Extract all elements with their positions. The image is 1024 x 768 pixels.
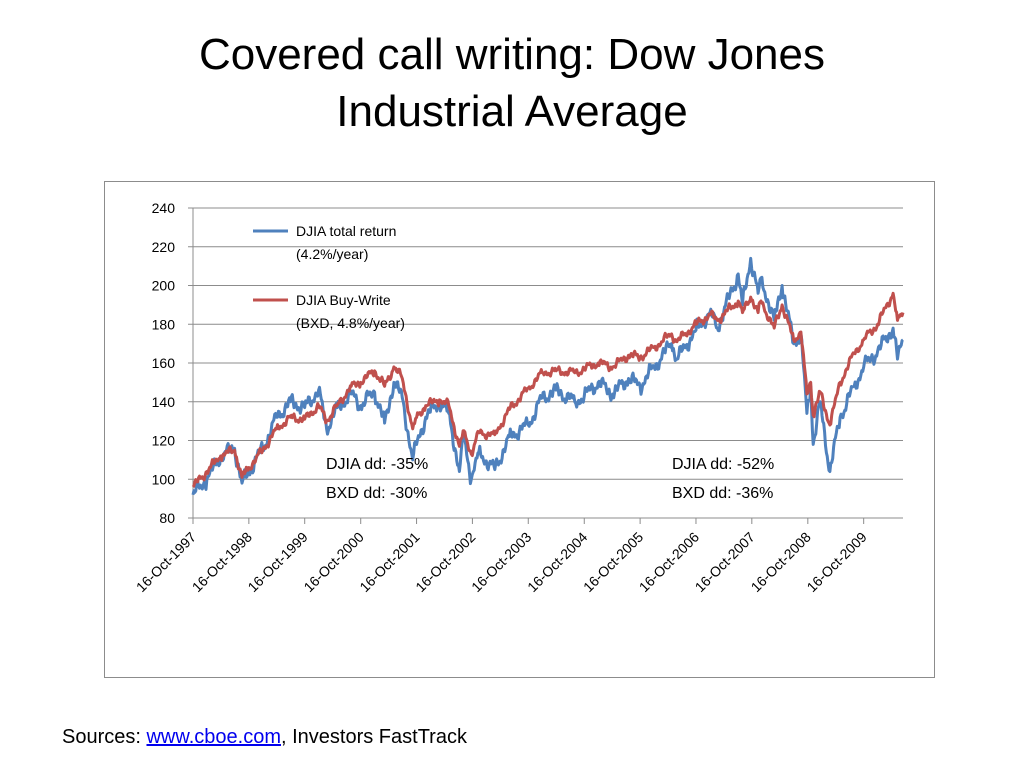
x-tick-label: 16-Oct-2009: [803, 529, 869, 595]
series-line-djia: [191, 256, 904, 496]
sources-prefix: Sources:: [62, 726, 147, 748]
y-tick-label: 80: [159, 510, 175, 526]
sources-suffix: , Investors FastTrack: [280, 726, 467, 748]
line-chart: 8010012014016018020022024016-Oct-199716-…: [133, 200, 905, 595]
legend-label: (BXD, 4.8%/year): [296, 315, 405, 331]
y-tick-label: 100: [152, 471, 176, 487]
annotation-text: DJIA dd: -35%: [326, 456, 428, 473]
legend-label: DJIA Buy-Write: [296, 292, 391, 308]
y-tick-label: 120: [152, 433, 176, 449]
series-line-bxd: [191, 291, 905, 488]
y-tick-label: 180: [152, 316, 176, 332]
title-line-2: Industrial Average: [336, 87, 688, 136]
annotation-text: DJIA dd: -52%: [672, 456, 774, 473]
y-tick-label: 240: [152, 200, 176, 216]
y-tick-label: 220: [152, 239, 176, 255]
y-tick-label: 160: [152, 355, 176, 371]
y-tick-label: 200: [152, 278, 176, 294]
chart-frame: 80 100 120 140 160 180 200 220 240 16-Oct-1997 16-…: [104, 181, 935, 678]
legend-label: DJIA total return: [296, 223, 396, 239]
annotation-text: BXD dd: -36%: [672, 485, 773, 502]
slide-title: Covered call writing: Dow Jones Industri…: [0, 26, 1024, 140]
sources-link[interactable]: www.cboe.com: [146, 726, 281, 748]
y-tick-label: 140: [152, 394, 176, 410]
annotation-text: BXD dd: -30%: [326, 485, 427, 502]
sources-line: Sources: www.cboe.com, Investors FastTra…: [62, 726, 467, 749]
title-line-1: Covered call writing: Dow Jones: [198, 30, 826, 79]
legend-label: (4.2%/year): [296, 246, 368, 262]
